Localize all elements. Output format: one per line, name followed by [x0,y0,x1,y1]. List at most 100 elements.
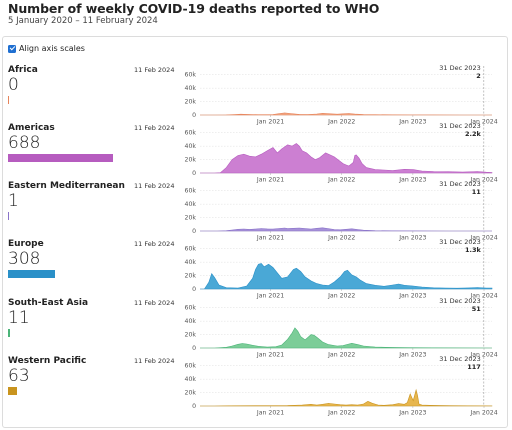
x-tick-label: Jan 2024 [469,293,497,300]
region-bar-western-pacific [8,387,18,395]
y-tick-label: 40k [185,318,197,325]
y-tick-label: 60k [185,188,197,195]
x-tick-label: Jan 2022 [327,119,355,126]
region-value-south-east-asia: 11 [8,308,30,328]
y-tick-label: 60k [185,72,197,79]
chart-americas[interactable]: 0 20k 40k 60k Jan 2021 Jan 2022 Jan 2023 Jan 20… [176,121,508,184]
x-tick-label: Jan 2021 [256,235,284,242]
annotation-date: 31 Dec 2023 [439,355,481,363]
x-tick-label: Jan 2023 [398,177,426,184]
y-tick-label: 0 [192,228,196,235]
x-tick-label: Jan 2022 [327,410,355,417]
region-bar-americas [8,154,113,162]
y-tick-label: 60k [185,363,197,370]
x-tick-label: Jan 2021 [256,119,284,126]
x-tick-label: Jan 2024 [469,177,497,184]
x-tick-label: Jan 2023 [398,293,426,300]
x-tick-label: Jan 2023 [398,119,426,126]
region-name-europe: Europe [8,239,44,249]
y-tick-label: 0 [192,112,196,119]
y-tick-label: 60k [185,305,197,312]
x-tick-label: Jan 2021 [256,293,284,300]
y-tick-label: 20k [185,215,197,222]
y-tick-label: 40k [185,259,197,266]
y-tick-label: 20k [185,157,197,164]
x-tick-label: Jan 2024 [469,352,497,359]
align-axis-label: Align axis scales [19,44,85,53]
y-tick-label: 40k [185,85,197,92]
region-bar-south-east-asia [8,329,11,337]
annotation-value: 2.2k [465,130,482,138]
x-tick-label: Jan 2024 [469,119,497,126]
area-americas [200,143,493,174]
region-bar-africa [8,96,10,104]
annotation-date: 31 Dec 2023 [439,64,481,72]
region-date-europe: 11 Feb 2024 [134,240,175,248]
annotation-value: 1.3k [465,246,482,254]
annotation-date: 31 Dec 2023 [439,238,481,246]
region-date-americas: 11 Feb 2024 [134,124,175,132]
annotation-date: 31 Dec 2023 [439,180,481,188]
y-tick-label: 0 [192,170,196,177]
annotation-value: 51 [472,305,482,313]
region-name-americas: Americas [8,123,55,133]
area-africa [200,112,492,116]
x-tick-label: Jan 2024 [469,235,497,242]
region-bar-europe [8,270,56,278]
x-tick-label: Jan 2021 [256,410,284,417]
y-tick-label: 40k [185,376,197,383]
x-tick-label: Jan 2022 [327,235,355,242]
region-date-south-east-asia: 11 Feb 2024 [134,299,175,307]
region-name-eastern-mediterranean: Eastern Mediterranean [8,181,125,191]
region-date-africa: 11 Feb 2024 [134,66,175,74]
y-tick-label: 40k [185,201,197,208]
area-eastern-mediterranean [200,227,492,232]
annotation-value: 11 [472,188,482,196]
y-tick-label: 0 [192,286,196,293]
chart-western-pacific[interactable]: 0 20k 40k 60k Jan 2021 Jan 2022 Jan 2023 Jan 20… [176,354,508,417]
area-western-pacific [200,388,493,407]
x-tick-label: Jan 2024 [469,410,497,417]
annotation-date: 31 Dec 2023 [439,122,481,130]
annotation-value: 117 [467,363,481,371]
chart-europe[interactable]: 0 20k 40k 60k Jan 2021 Jan 2022 Jan 2023 Jan 20… [176,237,508,300]
x-tick-label: Jan 2021 [256,352,284,359]
y-tick-label: 20k [185,390,197,397]
y-tick-label: 20k [185,332,197,339]
chart-africa[interactable]: 0 20k 40k 60k Jan 2021 Jan 2022 Jan 2023 Jan 20… [176,63,508,126]
page-title: Number of weekly COVID-19 deaths reporte… [8,1,380,16]
x-tick-label: Jan 2022 [327,293,355,300]
x-tick-label: Jan 2021 [256,177,284,184]
x-tick-label: Jan 2022 [327,352,355,359]
region-bar-eastern-mediterranean [8,212,10,220]
x-tick-label: Jan 2023 [398,410,426,417]
chart-eastern-mediterranean[interactable]: 0 20k 40k 60k Jan 2021 Jan 2022 Jan 2023 Jan 20… [176,179,508,242]
region-value-western-pacific: 63 [8,366,30,386]
region-date-eastern-mediterranean: 11 Feb 2024 [134,182,175,190]
region-name-south-east-asia: South-East Asia [8,298,89,308]
y-tick-label: 20k [185,99,197,106]
area-europe [200,263,493,290]
region-name-western-pacific: Western Pacific [8,356,87,366]
chart-south-east-asia[interactable]: 0 20k 40k 60k Jan 2021 Jan 2022 Jan 2023 Jan 20… [176,296,508,359]
region-name-africa: Africa [8,65,38,75]
region-value-americas: 688 [8,133,41,153]
x-tick-label: Jan 2022 [327,177,355,184]
x-tick-label: Jan 2023 [398,235,426,242]
align-axis-toggle[interactable]: Align axis scales [8,44,85,53]
x-tick-label: Jan 2023 [398,352,426,359]
region-value-europe: 308 [8,249,41,269]
annotation-date: 31 Dec 2023 [439,297,481,305]
region-value-africa: 0 [8,75,19,95]
checkbox-checked-icon[interactable] [8,44,16,53]
y-tick-label: 0 [192,403,196,410]
region-value-eastern-mediterranean: 1 [8,191,19,211]
annotation-value: 2 [476,72,481,80]
y-tick-label: 60k [185,246,197,253]
y-tick-label: 60k [185,130,197,137]
page-subtitle: 5 January 2020 – 11 February 2024 [8,16,158,26]
y-tick-label: 0 [192,345,196,352]
y-tick-label: 20k [185,273,197,280]
region-date-western-pacific: 11 Feb 2024 [134,357,175,365]
y-tick-label: 40k [185,143,197,150]
